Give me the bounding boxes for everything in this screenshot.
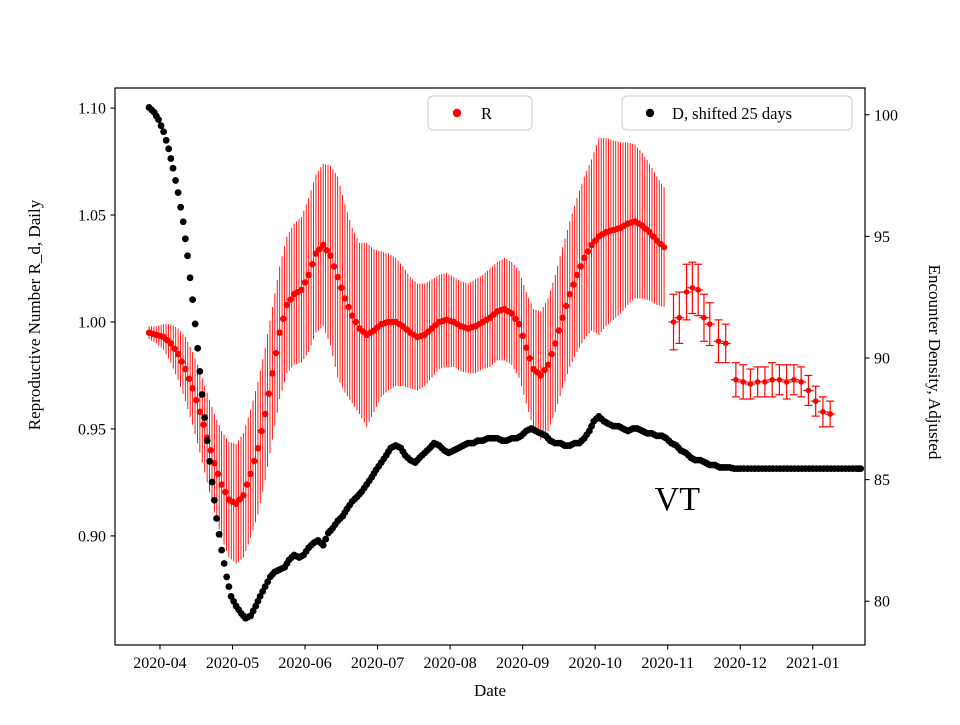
svg-text:80: 80 — [874, 594, 890, 611]
svg-text:2020-09: 2020-09 — [496, 655, 549, 672]
d-points — [145, 104, 865, 622]
svg-text:2020-12: 2020-12 — [714, 655, 767, 672]
svg-text:100: 100 — [874, 107, 898, 124]
r-points — [145, 218, 668, 508]
plot-content: 2020-04 2020-05 2020-06 2020-07 2020-08 2020-… — [78, 101, 898, 672]
svg-text:2020-08: 2020-08 — [423, 655, 476, 672]
legend-r-marker-icon — [452, 108, 462, 118]
legend-r: R — [427, 95, 533, 131]
svg-text:0.95: 0.95 — [78, 421, 106, 438]
legend-r-box — [427, 95, 533, 131]
svg-text:95: 95 — [874, 229, 890, 246]
y-axis-label-left: Reproductive Number R_d, Daily — [25, 199, 44, 430]
legend-d: D, shifted 25 days — [621, 95, 853, 131]
svg-text:2020-06: 2020-06 — [278, 655, 331, 672]
svg-text:2020-10: 2020-10 — [569, 655, 622, 672]
axis-ticks: 2020-04 2020-05 2020-06 2020-07 2020-08 2020-… — [78, 101, 898, 672]
svg-text:1.00: 1.00 — [78, 315, 106, 332]
legend-d-box — [621, 95, 853, 131]
svg-text:2021-01: 2021-01 — [786, 655, 839, 672]
r-late-crosses — [668, 261, 836, 428]
svg-text:1.05: 1.05 — [78, 208, 106, 225]
svg-text:2020-07: 2020-07 — [351, 655, 404, 672]
svg-text:90: 90 — [874, 350, 890, 367]
legend-r-label: R — [481, 104, 492, 123]
svg-text:85: 85 — [874, 472, 890, 489]
legend-d-label: D, shifted 25 days — [672, 104, 792, 123]
svg-text:2020-05: 2020-05 — [206, 655, 259, 672]
svg-text:2020-11: 2020-11 — [641, 655, 694, 672]
plot-border — [114, 87, 866, 646]
svg-text:1.10: 1.10 — [78, 101, 106, 118]
x-axis-label: Date — [474, 681, 506, 700]
y-axis-label-right: Encounter Density, Adjusted — [925, 265, 944, 460]
svg-text:0.90: 0.90 — [78, 528, 106, 545]
legend-d-marker-icon — [645, 108, 655, 118]
state-annotation: VT — [655, 481, 701, 518]
svg-text:2020-04: 2020-04 — [133, 655, 186, 672]
